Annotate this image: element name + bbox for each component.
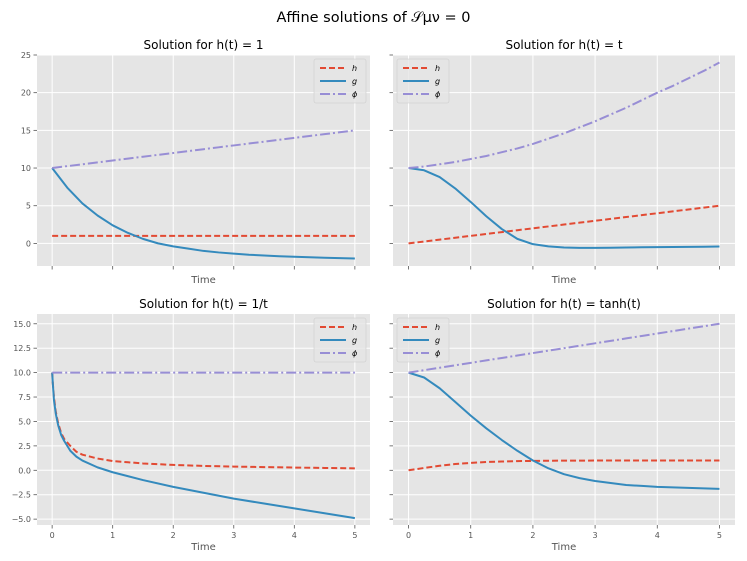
legend-label-h: h <box>352 323 357 332</box>
y-tick-label: 5.0 <box>18 417 31 426</box>
series-line-g <box>408 167 720 249</box>
x-axis-title: Time <box>551 275 576 286</box>
x-tick-label: 1 <box>468 531 473 540</box>
legend-label-g: g <box>435 77 440 86</box>
panel-title: Solution for h(t) = t <box>505 38 622 52</box>
legend-label-g: g <box>435 336 440 345</box>
y-tick-label: 10.0 <box>13 369 31 378</box>
series-line-phi <box>408 322 720 374</box>
panel-3: −5.0 −2.5 0.0 2.5 5.0 7.5 10.0 12.5 15.0 0 1 2 3 4 5 Ti… <box>12 297 370 553</box>
y-tick-label: −5.0 <box>12 515 31 524</box>
x-tick-label: 2 <box>530 531 535 540</box>
series-line-g <box>51 372 356 520</box>
y-tick-label: 2.5 <box>18 442 31 451</box>
y-tick-label: 7.5 <box>18 393 31 402</box>
series-line-phi <box>408 61 720 170</box>
legend-label-g: g <box>352 77 357 86</box>
legend-label-h: h <box>352 64 357 73</box>
x-tick-label: 5 <box>352 531 357 540</box>
y-tick-label: 15 <box>21 126 31 135</box>
y-tick-label: 5 <box>26 202 31 211</box>
legend-label-h: h <box>435 323 440 332</box>
plot-area <box>393 55 735 266</box>
x-tick-label: 1 <box>110 531 115 540</box>
panel-title: Solution for h(t) = 1 <box>143 38 263 52</box>
y-tick-label: 15.0 <box>13 320 31 329</box>
x-tick-label: 2 <box>171 531 176 540</box>
y-tick-label: 0 <box>26 239 31 248</box>
x-tick-label: 3 <box>231 531 236 540</box>
legend-label-g: g <box>352 336 357 345</box>
y-tick-label: 0.0 <box>18 466 31 475</box>
legend: hgϕ <box>396 58 450 104</box>
x-tick-label: 5 <box>717 531 722 540</box>
panel-2: Time Solution for h(t) = t hgϕ <box>389 38 735 286</box>
x-tick-label: 4 <box>655 531 660 540</box>
series-line-h <box>408 459 720 472</box>
legend-label-phi: ϕ <box>435 349 441 358</box>
x-axis-title: Time <box>190 275 215 286</box>
series-line-h <box>408 204 720 245</box>
x-axis-title: Time <box>190 542 215 553</box>
legend-label-phi: ϕ <box>352 90 358 99</box>
legend-label-phi: ϕ <box>435 90 441 99</box>
legend: hgϕ <box>313 317 367 363</box>
legend-label-h: h <box>435 64 440 73</box>
legend: hgϕ <box>396 317 450 363</box>
panel-title: Solution for h(t) = 1/t <box>139 297 268 311</box>
y-tick-label: 12.5 <box>13 344 31 353</box>
series-line-g <box>51 167 355 260</box>
x-tick-label: 0 <box>50 531 55 540</box>
panel-1: 0 5 10 15 20 25 Time Solution for h(t) = 1 hgϕ <box>21 38 370 286</box>
y-tick-label: 10 <box>21 164 31 173</box>
x-axis-title: Time <box>551 542 576 553</box>
series-line-g <box>408 371 720 490</box>
y-tick-label: −2.5 <box>12 491 31 500</box>
panel-title: Solution for h(t) = tanh(t) <box>487 297 641 311</box>
x-tick-label: 0 <box>406 531 411 540</box>
x-tick-label: 3 <box>593 531 598 540</box>
panel-4: 0 1 2 3 4 5 Time Solution for h(t) = tanh(t) hgϕ <box>389 297 735 553</box>
figure-suptitle: Affine solutions of 𝒮μν = 0 <box>277 10 471 26</box>
legend-label-phi: ϕ <box>352 349 358 358</box>
y-tick-label: 25 <box>21 51 31 60</box>
series-line-phi <box>52 129 355 170</box>
y-tick-label: 20 <box>21 89 31 98</box>
legend: hgϕ <box>313 58 367 104</box>
x-tick-label: 4 <box>292 531 297 540</box>
